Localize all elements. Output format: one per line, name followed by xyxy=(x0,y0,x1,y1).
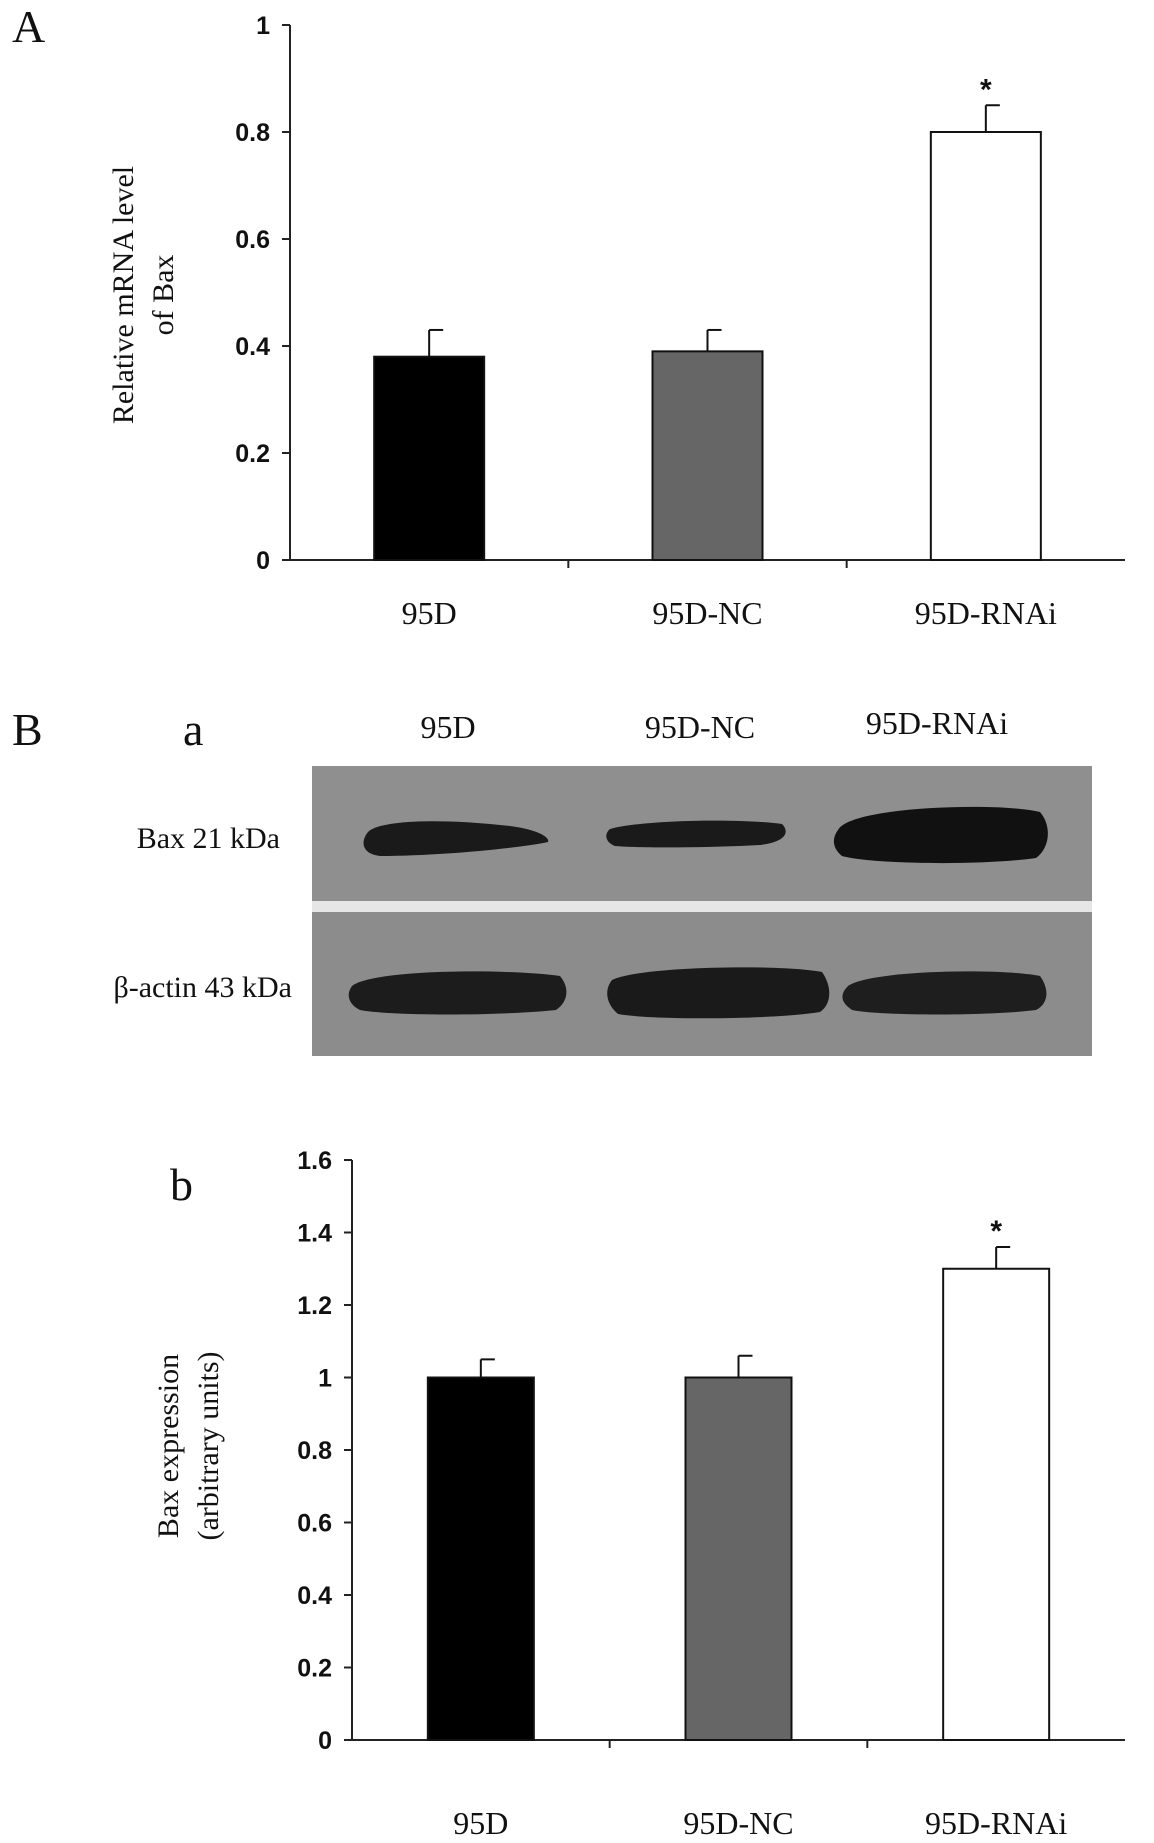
chart-a-mrna-bax: 0 0.2 0.4 0.6 0.8 1 95D 95D-NC * 95D-RNAi Relative… xyxy=(107,12,1125,631)
bar-95d-rnai xyxy=(929,131,1042,561)
panel-label-b-lower: b xyxy=(170,1159,193,1210)
band-actin-95d-nc xyxy=(607,967,830,1019)
blot-strip-divider xyxy=(312,901,1092,912)
y-tick-label: 1 xyxy=(318,1365,332,1393)
chart-b-bax-expression: 0 0.2 0.4 0.6 0.8 1 1.2 1.4 1.6 95D 95D-NC * 95D-RNA… xyxy=(152,1147,1125,1841)
significance-star: * xyxy=(980,73,992,106)
y-axis-title-line: Bax expression xyxy=(152,1354,185,1538)
x-category-label: 95D xyxy=(453,1805,508,1841)
band-actin-95d-rnai xyxy=(842,971,1047,1015)
blot-lane-label: 95D-RNAi xyxy=(866,705,1008,741)
significance-star: * xyxy=(990,1215,1002,1248)
y-tick-label: 0.4 xyxy=(297,1582,332,1610)
y-tick-label: 0.8 xyxy=(235,119,270,147)
band-actin-95d xyxy=(348,971,567,1015)
panel-label-a-lower: a xyxy=(183,704,203,755)
y-tick-label: 1.4 xyxy=(297,1220,332,1248)
y-axis-title: Bax expression (arbitrary units) xyxy=(152,1351,225,1540)
y-tick-label: 0.2 xyxy=(297,1655,332,1683)
blot-row-label-actin: β-actin 43 kDa xyxy=(113,971,292,1004)
band-bax-95d xyxy=(363,821,549,856)
bar-95d xyxy=(426,1376,535,1741)
y-tick-label: 0 xyxy=(318,1727,332,1755)
y-tick-label: 0.8 xyxy=(297,1437,332,1465)
y-tick-label: 0.2 xyxy=(235,440,270,468)
y-axis-title-line: (arbitrary units) xyxy=(192,1351,225,1540)
blot-row-label-bax: Bax 21 kDa xyxy=(137,822,280,855)
y-axis-title-line: Relative mRNA level xyxy=(107,166,140,424)
y-axis-title-line: of Bax xyxy=(147,255,180,336)
x-category-label: 95D-NC xyxy=(652,595,762,631)
panel-label-a-upper: A xyxy=(12,1,45,52)
western-blot: 95D 95D-NC 95D-RNAi Bax 21 kDa β-actin 4… xyxy=(113,705,1092,1056)
x-category-label: 95D-RNAi xyxy=(915,595,1057,631)
y-tick-label: 1.6 xyxy=(297,1147,332,1175)
blot-lane-label: 95D-NC xyxy=(645,709,755,745)
y-axis-title: Relative mRNA level of Bax xyxy=(107,166,180,424)
bar-95d-nc xyxy=(651,350,764,561)
blot-lane-label: 95D xyxy=(420,709,475,745)
y-tick-label: 0 xyxy=(256,547,270,575)
y-tick-label: 1 xyxy=(256,12,270,40)
panel-label-b-upper: B xyxy=(12,704,43,755)
y-tick-label: 0.4 xyxy=(235,333,270,361)
x-category-label: 95D-RNAi xyxy=(925,1805,1067,1841)
bar-95d-rnai xyxy=(942,1267,1051,1741)
bar-95d-nc xyxy=(684,1376,793,1741)
y-tick-label: 0.6 xyxy=(235,226,270,254)
y-tick-label: 0.6 xyxy=(297,1510,332,1538)
band-bax-95d-nc xyxy=(606,820,786,848)
bar-95d xyxy=(373,355,486,562)
x-category-label: 95D-NC xyxy=(683,1805,793,1841)
band-bax-95d-rnai xyxy=(833,806,1048,864)
x-category-label: 95D xyxy=(402,595,457,631)
y-tick-label: 1.2 xyxy=(297,1292,332,1320)
